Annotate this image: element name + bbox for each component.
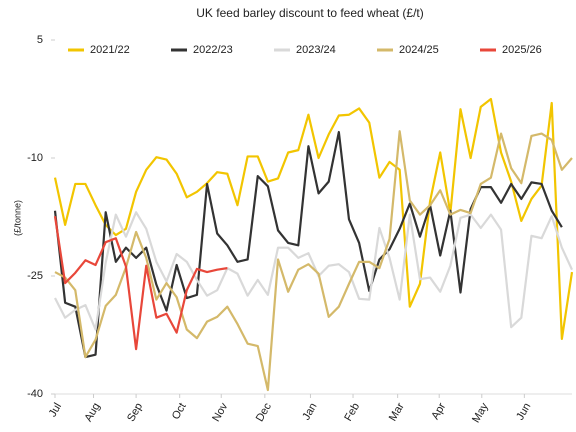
y-tick-label: -25 [27,270,43,282]
series-line [53,97,574,341]
y-tick-label: 5 [37,34,43,46]
series-line [54,211,573,331]
x-tick-label: Mar [387,401,407,424]
y-tick-label: -40 [27,388,43,400]
legend-label: 2022/23 [193,44,233,56]
series-line [53,216,228,351]
x-tick-label: Aug [82,401,102,424]
y-axis-label: (£/tonne) [12,200,22,236]
series-line [54,130,573,392]
x-tick-label: Feb [342,401,362,423]
series-line [53,130,563,359]
x-tick-label: Jan [300,401,319,422]
legend-label: 2021/22 [90,44,130,56]
x-tick-label: Jun [514,401,533,422]
y-tick-label: -10 [27,152,43,164]
x-tick-label: Dec [254,401,274,424]
x-tick-label: May [470,401,491,425]
x-tick-label: Sep [125,401,145,424]
x-tick-label: Apr [429,401,448,422]
legend-label: 2024/25 [399,44,439,56]
legend-label: 2023/24 [296,44,336,56]
x-tick-label: Jul [47,401,64,419]
legend-label: 2025/26 [502,44,542,56]
chart-title: UK feed barley discount to feed wheat (£… [196,6,423,20]
x-tick-label: Nov [210,401,230,424]
x-tick-label: Oct [170,401,189,422]
